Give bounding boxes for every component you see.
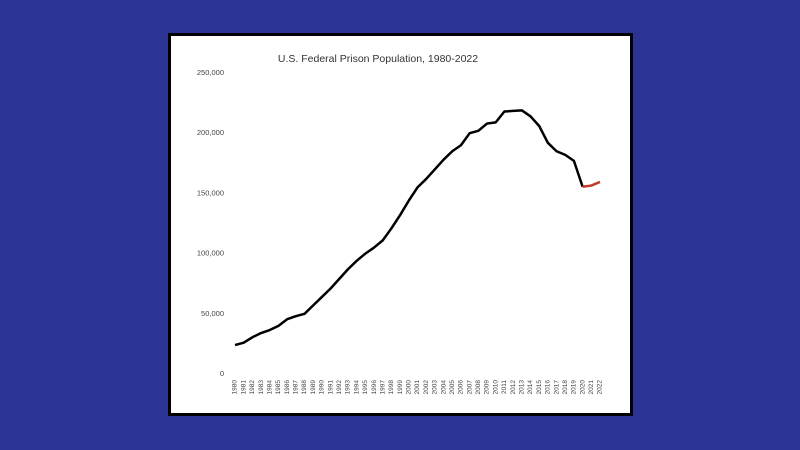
y-tick-label: 0 — [220, 369, 224, 378]
x-tick-label: 2021 — [588, 380, 595, 395]
y-tick-label: 200,000 — [197, 128, 224, 137]
x-tick-label: 2005 — [449, 380, 456, 395]
x-tick-label: 2002 — [423, 380, 430, 395]
x-tick-label: 1981 — [240, 380, 247, 395]
x-tick-label: 1991 — [327, 380, 334, 395]
chart-panel — [168, 33, 633, 416]
x-tick-label: 2001 — [414, 380, 421, 395]
x-tick-label: 1999 — [397, 380, 404, 395]
series-line — [234, 109, 584, 347]
x-tick-label: 1995 — [362, 380, 369, 395]
x-tick-label: 1997 — [379, 380, 386, 395]
x-tick-label: 1985 — [275, 380, 282, 395]
x-tick-label: 2013 — [519, 380, 526, 395]
x-tick-label: 2008 — [475, 380, 482, 395]
chart-title: U.S. Federal Prison Population, 1980-202… — [278, 53, 478, 65]
x-tick-label: 2015 — [536, 380, 543, 395]
x-tick-label: 2009 — [484, 380, 491, 395]
x-tick-label: 2007 — [466, 380, 473, 395]
x-tick-label: 2006 — [458, 380, 465, 395]
x-tick-label: 2014 — [527, 380, 534, 395]
x-tick-label: 2017 — [553, 380, 560, 395]
x-tick-label: 1989 — [310, 380, 317, 395]
x-tick-label: 2010 — [492, 380, 499, 395]
x-tick-label: 2004 — [440, 380, 447, 395]
x-tick-label: 1983 — [258, 380, 265, 395]
x-tick-label: 2018 — [562, 380, 569, 395]
series-line — [582, 180, 601, 189]
x-tick-label: 2019 — [571, 380, 578, 395]
x-tick-label: 1992 — [336, 380, 343, 395]
x-tick-label: 1987 — [293, 380, 300, 395]
y-tick-label: 50,000 — [201, 309, 224, 318]
x-tick-label: 1998 — [388, 380, 395, 395]
x-tick-label: 1984 — [266, 380, 273, 395]
x-tick-label: 1993 — [345, 380, 352, 395]
y-tick-label: 250,000 — [197, 68, 224, 77]
y-tick-label: 150,000 — [197, 188, 224, 197]
x-tick-label: 1986 — [284, 380, 291, 395]
x-tick-label: 1994 — [353, 380, 360, 395]
x-tick-label: 2022 — [597, 380, 604, 395]
x-tick-label: 2000 — [406, 380, 413, 395]
x-tick-label: 2012 — [510, 380, 517, 395]
x-tick-label: 2016 — [545, 380, 552, 395]
x-tick-label: 1982 — [249, 380, 256, 395]
x-tick-label: 2011 — [501, 380, 508, 394]
x-tick-label: 1988 — [301, 380, 308, 395]
y-tick-label: 100,000 — [197, 249, 224, 258]
x-tick-label: 2020 — [579, 380, 586, 395]
x-tick-label: 2003 — [432, 380, 439, 395]
x-tick-label: 1990 — [319, 380, 326, 395]
x-tick-label: 1980 — [232, 380, 239, 395]
x-tick-label: 1996 — [371, 380, 378, 395]
